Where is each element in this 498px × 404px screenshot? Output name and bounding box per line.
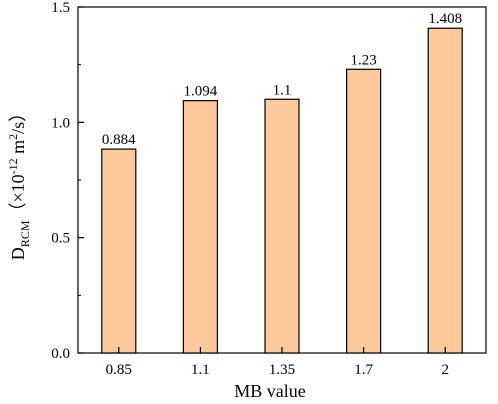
y-tick-label: 1.0 — [51, 115, 70, 131]
bar — [346, 68, 382, 354]
y-tick-label: 1.5 — [51, 0, 70, 16]
y-axis-title-base: D — [8, 247, 28, 260]
data-label: 1.408 — [428, 11, 462, 27]
y-tick-label: 0.5 — [51, 231, 70, 247]
y-tick-label: 0.0 — [51, 346, 70, 362]
plot-area: 0.0 0.5 1.0 1.5 0.884 0.85 1.094 1.1 1.1 1.35 1.23… — [51, 0, 487, 378]
bar — [101, 148, 137, 354]
y-axis-title-open: （×10 — [8, 174, 28, 220]
data-label: 1.1 — [273, 82, 292, 98]
x-tick-label: 1.35 — [269, 362, 295, 378]
data-label: 1.23 — [350, 52, 376, 68]
x-tick-label: 1.7 — [354, 362, 373, 378]
bar — [427, 27, 463, 354]
y-axis-title-close: /s） — [8, 104, 28, 134]
y-axis-title-unit: m — [8, 140, 28, 159]
y-axis-title-subscript: RCM — [18, 220, 32, 247]
x-tick-label: 1.1 — [191, 362, 210, 378]
bar — [264, 98, 300, 354]
data-label: 0.884 — [102, 132, 136, 148]
y-axis-title-unit-exponent: 2 — [6, 134, 20, 140]
data-label: 1.094 — [184, 84, 218, 100]
y-axis-title: DRCM（×10-12 m2/s） — [6, 104, 32, 260]
x-tick-label: 0.85 — [106, 362, 132, 378]
x-axis-title: MB value — [234, 381, 306, 401]
x-tick-label: 2 — [441, 362, 449, 378]
bar — [182, 100, 218, 354]
y-axis-title-exponent: -12 — [6, 158, 20, 174]
